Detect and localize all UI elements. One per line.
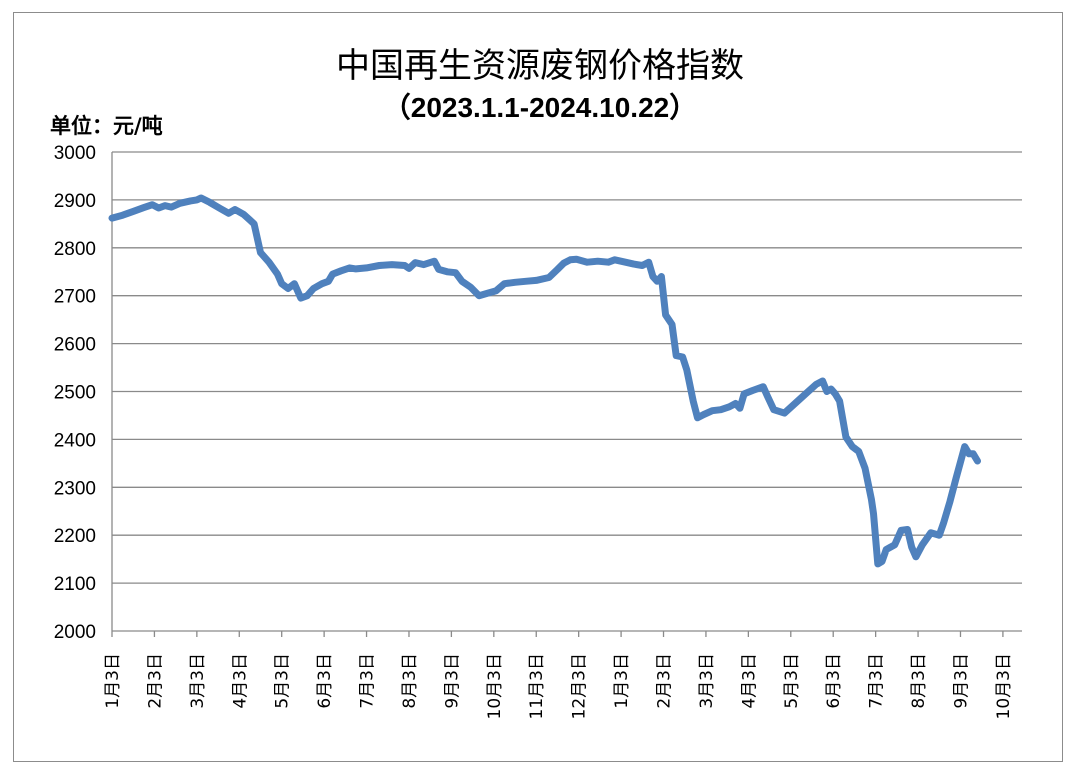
y-tick-label-2000: 2000 — [54, 622, 96, 643]
x-tick-label-21: 10月3日 — [994, 653, 1014, 719]
x-tick-label-1: 2月3日 — [145, 653, 165, 709]
y-tick-label-2600: 2600 — [54, 335, 96, 356]
x-tick-label-9: 10月3日 — [485, 653, 505, 719]
x-tick-label-15: 4月3日 — [739, 653, 759, 709]
x-tick-label-7: 8月3日 — [400, 653, 420, 709]
x-tick-label-0: 1月3日 — [103, 653, 123, 709]
x-tick-label-6: 7月3日 — [358, 653, 378, 709]
chart-subtitle: （2023.1.1-2024.10.22） — [382, 92, 698, 123]
y-axis-unit-label: 单位：元/吨 — [50, 114, 163, 138]
x-tick-label-3: 4月3日 — [230, 653, 250, 709]
price-index-line — [108, 194, 981, 568]
x-tick-label-10: 11月3日 — [527, 653, 547, 719]
chart-frame — [13, 12, 1063, 762]
x-tick-label-8: 9月3日 — [442, 653, 462, 709]
y-tick-label-2900: 2900 — [54, 191, 96, 212]
y-tick-label-2700: 2700 — [54, 287, 96, 308]
x-tick-label-5: 6月3日 — [315, 653, 335, 709]
x-tick-label-11: 12月3日 — [570, 653, 590, 719]
y-tick-label-2200: 2200 — [54, 526, 96, 547]
x-tick-label-13: 2月3日 — [655, 653, 675, 709]
x-tick-label-17: 6月3日 — [824, 653, 844, 709]
x-tick-label-12: 1月3日 — [612, 653, 632, 709]
y-tick-label-2500: 2500 — [54, 383, 96, 404]
x-tick-label-4: 5月3日 — [273, 653, 293, 709]
y-tick-label-2100: 2100 — [54, 574, 96, 595]
x-tick-label-2: 3月3日 — [188, 653, 208, 709]
y-tick-label-3000: 3000 — [54, 143, 96, 164]
chart-title: 中国再生资源废钢价格指数 — [336, 46, 744, 86]
y-tick-label-2400: 2400 — [54, 430, 96, 451]
y-tick-label-2300: 2300 — [54, 478, 96, 499]
y-tick-label-2800: 2800 — [54, 239, 96, 260]
x-tick-label-16: 5月3日 — [782, 653, 802, 709]
x-tick-label-18: 7月3日 — [867, 653, 887, 709]
x-tick-label-20: 9月3日 — [951, 653, 971, 709]
x-tick-label-19: 8月3日 — [909, 653, 929, 709]
x-tick-label-14: 3月3日 — [697, 653, 717, 709]
